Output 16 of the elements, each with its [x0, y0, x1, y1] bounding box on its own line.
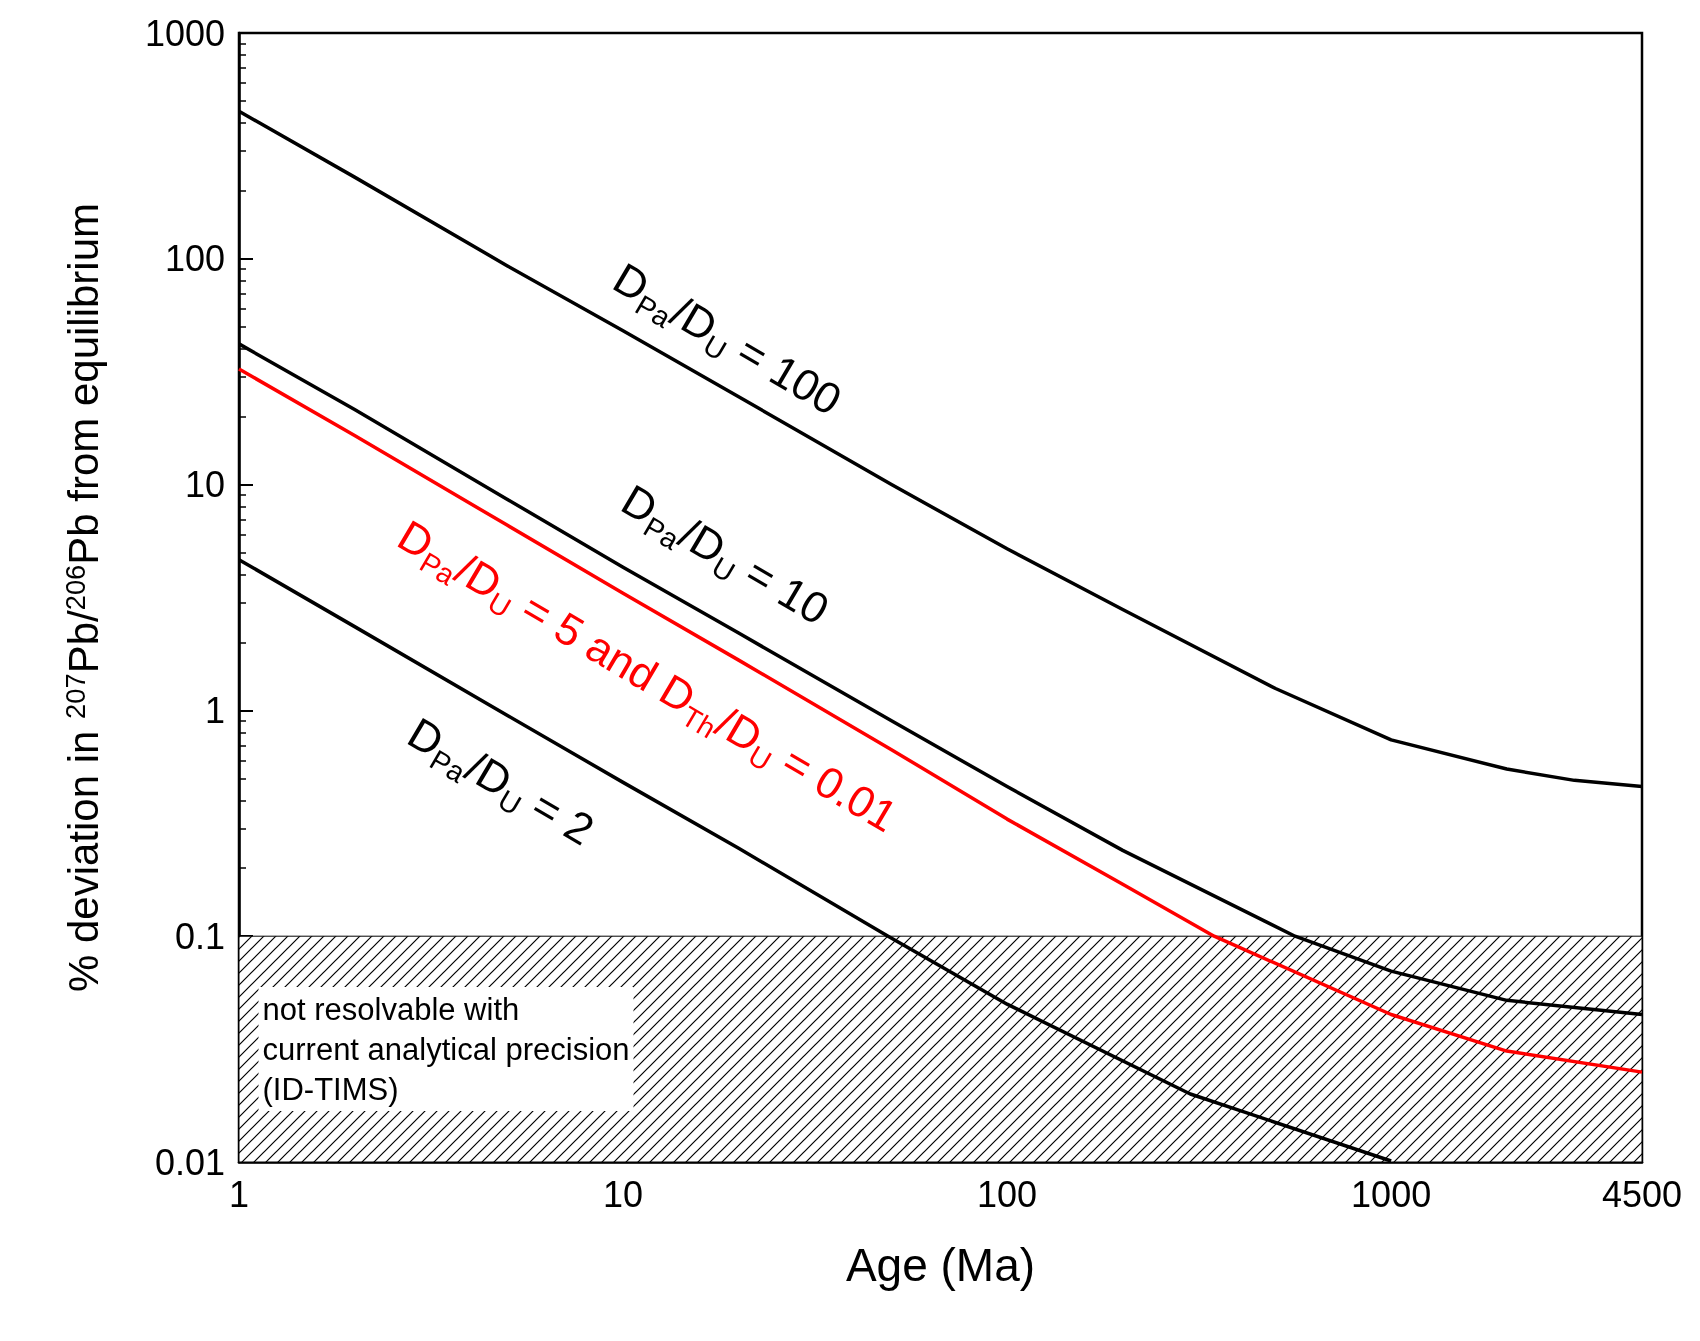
- x-tick-label: 4500: [1601, 1173, 1683, 1215]
- x-tick-label: 1000: [1351, 1173, 1432, 1215]
- text: DPa/DU = 10: [613, 474, 838, 634]
- band-label: not resolvable with current analytical precision (ID-TIMS): [262, 991, 630, 1107]
- y-tick-label: 0.01: [154, 1141, 225, 1183]
- y-tick-label: 10: [184, 464, 225, 506]
- y-tick-label: 0.1: [174, 915, 225, 957]
- x-tick-label: 100: [977, 1173, 1038, 1215]
- x-tick-label: 10: [603, 1173, 644, 1215]
- x-axis-title: Age (Ma): [845, 1239, 1036, 1291]
- text: DPa/DU = 2: [400, 707, 603, 855]
- text: DPa/DU = 100: [605, 252, 850, 425]
- y-tick-label: 1: [204, 689, 225, 731]
- y-tick-label: 1000: [144, 12, 225, 54]
- y-axis-title: % deviation in 207Pb/206Pb from equilibrium: [59, 202, 107, 993]
- y-tick-label: 100: [164, 238, 225, 280]
